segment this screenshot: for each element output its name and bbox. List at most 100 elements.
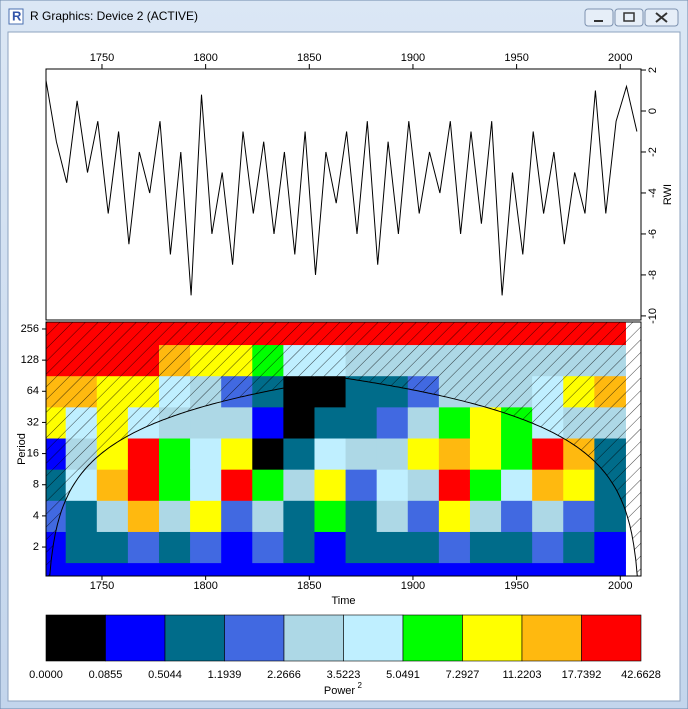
power-cell <box>407 562 440 576</box>
x-tick-label: 1900 <box>401 580 425 592</box>
plot-frame <box>45 321 642 577</box>
legend-swatch <box>224 614 285 662</box>
coi-line <box>49 377 638 576</box>
y-tick-label: 2 <box>647 67 659 73</box>
power-cell <box>314 500 347 532</box>
power-cell <box>532 438 564 470</box>
power-cell <box>469 500 502 532</box>
legend-label: 0.5044 <box>148 669 182 681</box>
power-cell <box>252 500 284 532</box>
y-tick-label: 128 <box>21 354 39 366</box>
power-cell <box>594 531 626 564</box>
power-cell <box>469 438 502 470</box>
power-cell <box>345 406 378 439</box>
power-cell <box>563 531 595 564</box>
power-cell <box>127 469 160 501</box>
power-cell <box>407 469 440 501</box>
y-tick-label: -8 <box>647 270 659 280</box>
y-tick-label: 0 <box>647 108 659 114</box>
power-cell <box>438 469 471 501</box>
power-cell <box>501 562 533 576</box>
power-cell <box>283 562 315 576</box>
legend-label: 42.6628 <box>621 669 661 681</box>
power-cell <box>221 500 253 532</box>
power-cell <box>314 469 347 501</box>
legend-label: 3.5223 <box>327 669 361 681</box>
power-cell <box>283 500 315 532</box>
power-cell <box>563 562 595 576</box>
x-tick-label: 1800 <box>193 580 217 592</box>
x-tick-label: 1900 <box>401 52 425 64</box>
power-cell <box>345 500 378 532</box>
close-glyph <box>655 12 668 23</box>
power-cell <box>345 562 378 576</box>
power-cell <box>221 438 253 470</box>
power-cell <box>283 406 315 439</box>
power-cell <box>221 562 253 576</box>
power-cell <box>252 438 284 470</box>
power-cell <box>314 562 347 576</box>
x-tick-label: 1950 <box>504 52 528 64</box>
power-cell <box>96 469 129 501</box>
power-cell <box>532 500 564 532</box>
x-tick-label: 2000 <box>608 52 632 64</box>
power-cell <box>314 406 347 439</box>
power-cell <box>252 406 284 439</box>
power-cell <box>158 562 191 576</box>
y-tick-label: -6 <box>647 229 659 239</box>
power-cell <box>469 562 502 576</box>
power-cell <box>532 562 564 576</box>
power-cell <box>532 469 564 501</box>
x-tick-label: 2000 <box>608 580 632 592</box>
power-cell <box>221 531 253 564</box>
power-cell <box>345 469 378 501</box>
maximize-button[interactable] <box>614 8 644 27</box>
power-cell <box>65 531 98 564</box>
power-cell <box>190 562 222 576</box>
power-cell <box>127 562 160 576</box>
app-icon-letter: R <box>12 8 22 23</box>
legend-title: Power <box>324 685 356 697</box>
y-tick-label: 8 <box>33 479 39 491</box>
legend-label: 0.0855 <box>89 669 123 681</box>
power-cell <box>469 531 502 564</box>
minimize-button[interactable] <box>584 8 614 27</box>
legend-swatch <box>164 614 225 662</box>
power-cell <box>345 438 378 470</box>
power-cell <box>96 531 129 564</box>
y-tick-label: 16 <box>27 447 39 459</box>
power-cell <box>501 500 533 532</box>
power-cell <box>127 500 160 532</box>
power-cell <box>252 469 284 501</box>
power-cell <box>158 469 191 501</box>
legend-swatch <box>462 614 523 662</box>
power-cell <box>221 469 253 501</box>
power-cell <box>190 500 222 532</box>
legend-label: 11.2203 <box>503 669 542 681</box>
power-cell <box>438 531 471 564</box>
power-cell <box>594 500 626 532</box>
power-cell <box>252 562 284 576</box>
rwi-chart: 1750 1800 1850 1900 1950 2000 2 0 -2 -4 -6 -8 -10 RWI <box>45 52 674 324</box>
power-cell <box>158 500 191 532</box>
legend-swatch <box>45 614 106 662</box>
y-tick-label: 2 <box>33 541 39 553</box>
wavelet-chart: 1750 1800 1850 1900 1950 2000 2 4 8 16 32 64 128 256 T… <box>16 321 661 697</box>
legend-label: 7.2927 <box>446 669 480 681</box>
legend-swatch <box>402 614 463 662</box>
power-cell <box>563 500 595 532</box>
plot-frame <box>45 68 642 321</box>
power-cell <box>283 438 315 470</box>
y-axis-label: RWI <box>662 184 674 205</box>
power-cell <box>376 500 409 532</box>
y-tick-label: -4 <box>647 188 659 198</box>
power-cell <box>376 469 409 501</box>
window-title: R Graphics: Device 2 (ACTIVE) <box>30 9 198 23</box>
power-cell <box>438 500 471 532</box>
legend-label: 0.0000 <box>29 669 63 681</box>
legend-swatch <box>581 614 642 662</box>
power-cell <box>252 531 284 564</box>
power-cell <box>501 438 533 470</box>
power-cell <box>438 438 471 470</box>
